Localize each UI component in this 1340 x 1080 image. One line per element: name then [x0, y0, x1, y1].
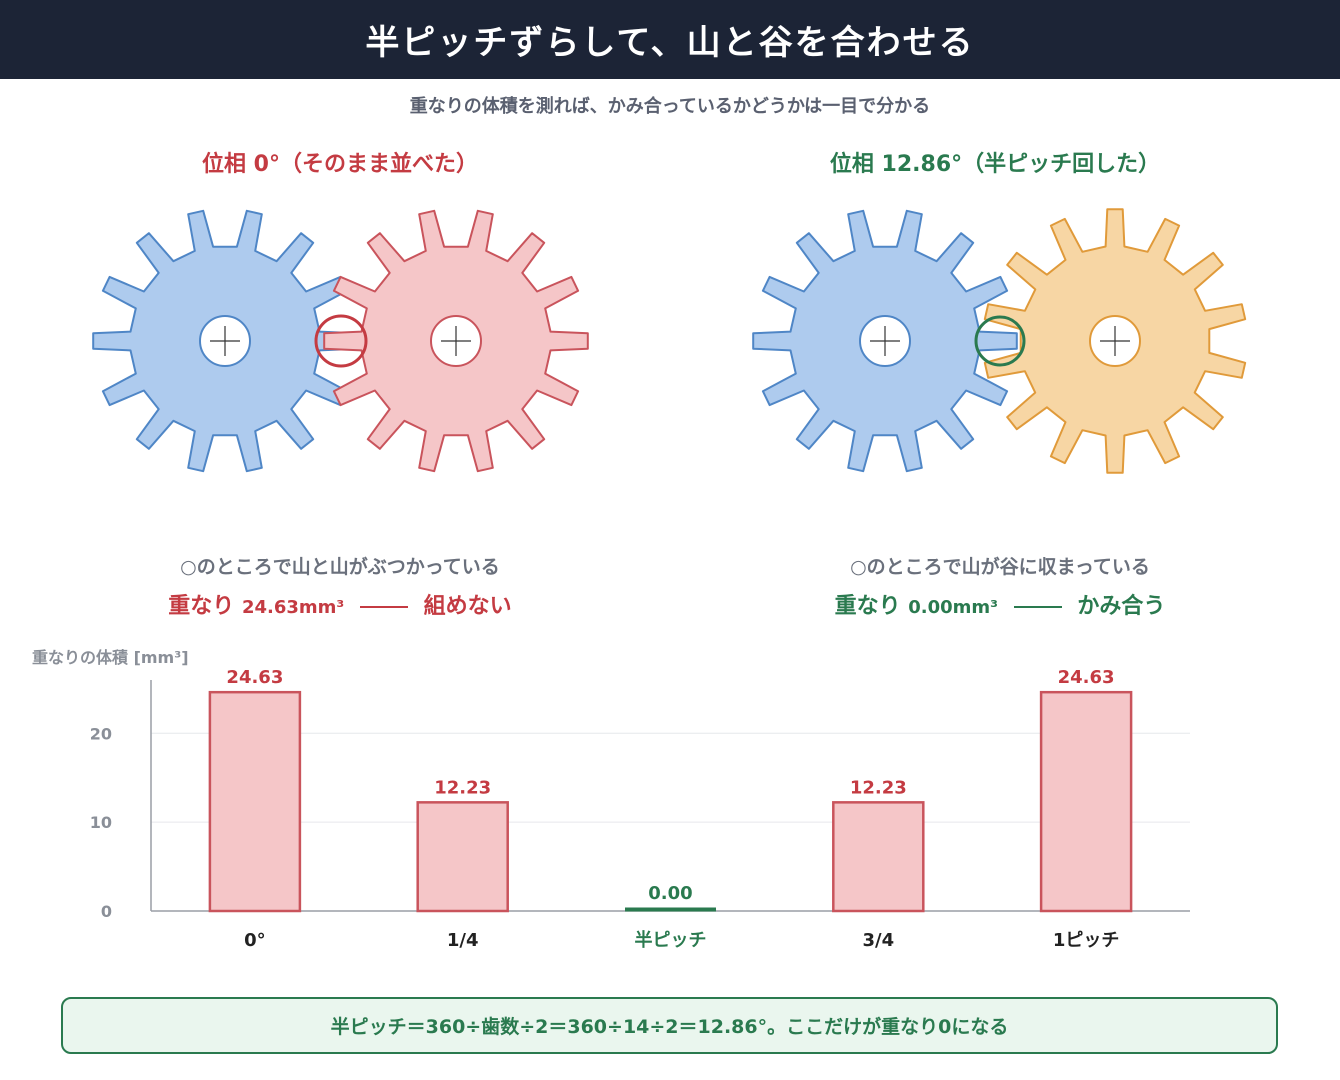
right-verdict-dash [1013, 606, 1062, 608]
page-title: 半ピッチずらして、山と谷を合わせる [365, 23, 975, 63]
left-collision-marker [314, 314, 368, 368]
left-verdict-prefix: 重なり [168, 594, 235, 619]
chart-y-tick-label: 20 [90, 724, 112, 743]
chart-value-label: 24.63 [226, 667, 283, 688]
left-verdict-dash [360, 606, 408, 608]
chart-value-label: 12.23 [434, 777, 491, 798]
chart-y-tick-label: 0 [101, 902, 112, 921]
chart-category-label: 1/4 [447, 930, 479, 951]
chart-y-axis-label: 重なりの体積 [mm³] [32, 648, 189, 667]
right-verdict-value: 0.00mm³ [908, 597, 999, 618]
chart-grid [151, 732, 1190, 823]
gear-diagram [92, 208, 1247, 474]
left-panel-caption: ○のところで山と山がぶつかっている [180, 556, 500, 578]
left-panel-title: 位相 0°（そのまま並べた） [202, 152, 478, 177]
right-panel-caption: ○のところで山が谷に収まっている [850, 556, 1150, 578]
left-gear-pair [92, 209, 589, 473]
chart-bar [416, 801, 509, 913]
page-subtitle: 重なりの体積を測れば、かみ合っているかどうかは一目で分かる [409, 96, 931, 117]
chart-bar [1039, 690, 1133, 913]
left-panel-verdict: 重なり 24.63mm³ 組めない [80, 588, 600, 620]
page-header: 半ピッチずらして、山と谷を合わせる [0, 0, 1340, 79]
chart-bars: 24.63 0° 12.23 1/4 0.00 半ピッチ 12.23 3/4 24.63 1ピッチ [208, 667, 1133, 951]
right-mesh-marker [974, 315, 1026, 367]
right-blue-gear-axis-mark [870, 326, 900, 356]
chart-bar [208, 690, 302, 913]
right-verdict-suffix: かみ合う [1077, 594, 1166, 619]
chart-value-label: 24.63 [1058, 667, 1115, 688]
chart-value-label: 0.00 [648, 883, 692, 904]
left-blue-gear-axis-mark [210, 326, 240, 356]
chart-bar [832, 801, 925, 913]
chart-category-label: 1ピッチ [1053, 930, 1120, 951]
right-panel-title: 位相 12.86°（半ピッチ回した） [829, 152, 1161, 177]
right-gear-pair [752, 208, 1247, 474]
left-red-gear-axis-mark [441, 326, 471, 356]
chart-value-label: 12.23 [850, 777, 907, 798]
chart-y-tick-label: 10 [90, 813, 112, 832]
summary-box: 半ピッチ＝360÷歯数÷2＝360÷14÷2＝12.86°。ここだけが重なり0に… [61, 997, 1278, 1054]
left-verdict-value: 24.63mm³ [241, 597, 345, 618]
right-verdict-prefix: 重なり [834, 594, 901, 619]
chart-category-label: 半ピッチ [635, 929, 707, 951]
chart-bar [625, 907, 716, 912]
overlap-volume-bar-chart: 重なりの体積 [mm³] 0 10 20 24.63 0° 12.23 1/4 0.00 半ピ… [32, 648, 1190, 951]
right-orange-gear-axis-mark [1100, 326, 1130, 356]
chart-category-label: 3/4 [862, 930, 894, 951]
chart-category-label: 0° [244, 930, 266, 951]
right-panel-verdict: 重なり 0.00mm³ かみ合う [740, 588, 1260, 620]
summary-text: 半ピッチ＝360÷歯数÷2＝360÷14÷2＝12.86°。ここだけが重なり0に… [330, 1016, 1009, 1038]
left-verdict-suffix: 組めない [423, 594, 512, 619]
chart-y-ticks: 0 10 20 [90, 724, 112, 921]
